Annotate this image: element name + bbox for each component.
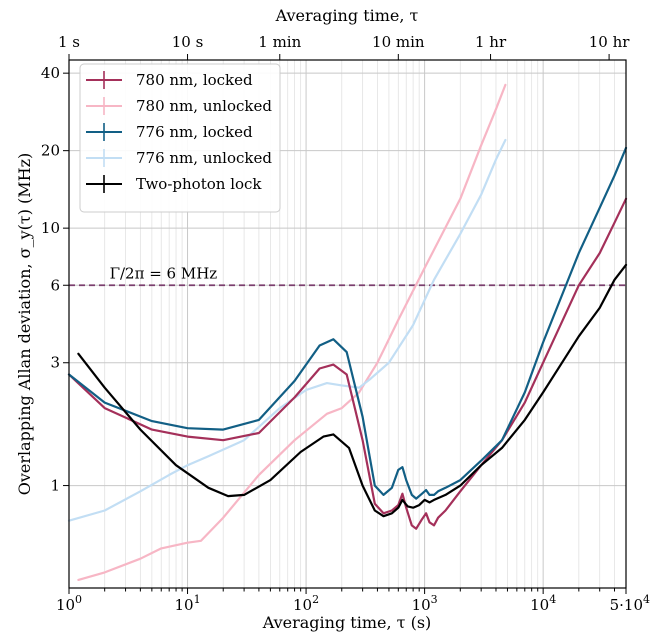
top-tick-label: 10 s <box>172 33 204 51</box>
x-tick-label: 103 <box>412 593 438 614</box>
legend-label: 780 nm, unlocked <box>136 97 272 115</box>
x-axis-label: Averaging time, τ (s) <box>262 613 432 632</box>
legend-label: Two-photon lock <box>136 175 262 193</box>
series-line-1 <box>77 83 507 581</box>
x-tick-label: 100 <box>56 593 82 614</box>
top-tick-label: 1 hr <box>475 33 507 51</box>
legend: 780 nm, locked 780 nm, unlocked 776 nm, lo… <box>79 63 281 213</box>
reference-line-group: Γ/2π = 6 MHz <box>69 264 626 287</box>
reference-line-label: Γ/2π = 6 MHz <box>110 264 218 282</box>
legend-label: 776 nm, unlocked <box>136 149 272 167</box>
legend-box <box>79 63 281 213</box>
series-line-3 <box>67 138 507 522</box>
series-line-2 <box>67 146 628 500</box>
legend-label: 776 nm, locked <box>136 123 253 141</box>
y-tick-label: 10 <box>41 219 60 237</box>
series-line-4 <box>77 263 628 518</box>
x-tick-label: 101 <box>174 593 200 614</box>
top-tick-label: 10 hr <box>589 33 631 51</box>
x-tick-label: 5·104 <box>610 593 650 614</box>
top-tick-label: 1 s <box>58 33 80 51</box>
y-tick-label: 6 <box>50 276 60 294</box>
series-line-0 <box>67 197 628 530</box>
y-axis-label: Overlapping Allan deviation, σ_y(τ) (MHz… <box>15 153 34 496</box>
top-axis-label: Averaging time, τ <box>275 6 419 25</box>
x-tick-label: 104 <box>530 593 556 614</box>
y-tick-label: 1 <box>50 477 60 495</box>
top-tick-label: 10 min <box>372 33 425 51</box>
axis-labels: Averaging time, τ (s) Averaging time, τ … <box>15 6 431 632</box>
y-tick-label: 20 <box>41 142 60 160</box>
legend-label: 780 nm, locked <box>136 71 253 89</box>
y-tick-label: 3 <box>50 354 60 372</box>
x-tick-label: 102 <box>293 593 319 614</box>
plot-frame <box>68 59 627 589</box>
series-layer <box>67 83 628 581</box>
y-tick-label: 40 <box>41 64 60 82</box>
top-tick-label: 1 min <box>258 33 301 51</box>
